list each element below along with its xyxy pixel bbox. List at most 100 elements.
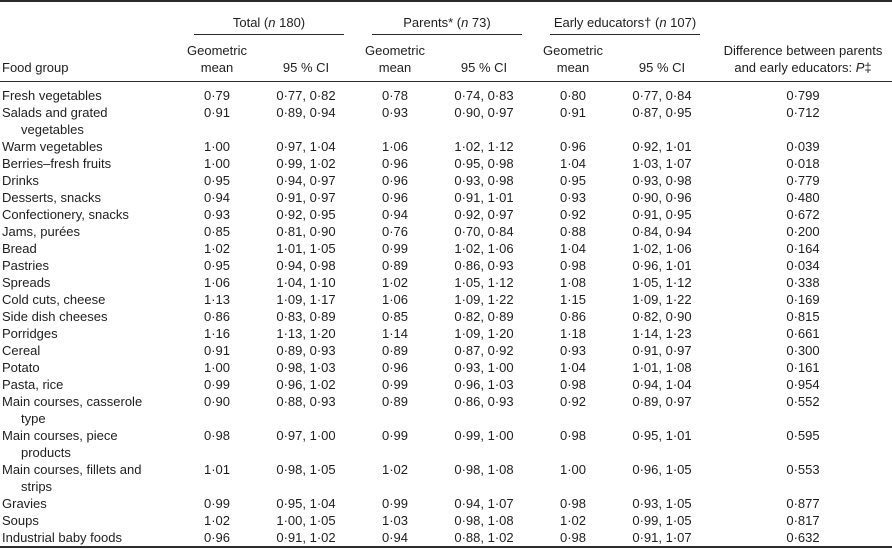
food-group-cell: Fresh vegetables [2, 87, 102, 103]
total-geometric-mean-cell: 0·95 [203, 172, 231, 188]
parents-geometric-mean-cell: 0·99 [381, 427, 409, 443]
parents-geometric-mean-cell: 0·89 [381, 393, 409, 409]
educators-geometric-mean-column-header: Geometric mean [536, 35, 610, 82]
empty-header-cell [0, 1, 180, 35]
educators-geometric-mean-cell: 0·98 [559, 427, 587, 443]
p-value-cell: 0·200 [786, 223, 820, 239]
food-group-cell: Porridges [2, 325, 58, 341]
total-geometric-mean-cell: 1·00 [203, 138, 231, 154]
total-ci-column-header: 95 % CI [254, 35, 358, 82]
parents-geometric-mean-cell: 0·89 [381, 257, 409, 273]
educators-geometric-mean-cell: 0·96 [559, 138, 587, 154]
educators-ci-cell: 0·87, 0·95 [632, 104, 692, 120]
educators-ci-cell: 1·05, 1·12 [632, 274, 692, 290]
parents-ci-cell: 0·88, 1·02 [454, 529, 514, 545]
parents-ci-cell: 0·87, 0·92 [454, 342, 514, 358]
total-ci-cell: 1·01, 1·05 [276, 240, 336, 256]
parents-geometric-mean-cell: 1·06 [381, 291, 409, 307]
food-group-cell: Industrial baby foods [2, 529, 122, 545]
total-geometric-mean-cell: 1·13 [203, 291, 231, 307]
parents-ci-cell: 0·95, 0·98 [454, 155, 514, 171]
p-value-cell: 0·632 [786, 529, 820, 545]
total-ci-cell: 0·94, 0·97 [276, 172, 336, 188]
educators-ci-cell: 1·09, 1·22 [632, 291, 692, 307]
column-header-row: Food group Geometric mean 95 % CI Geomet… [0, 35, 892, 82]
p-value-cell: 0·338 [786, 274, 820, 290]
total-ci-cell: 0·92, 0·95 [276, 206, 336, 222]
parents-ci-cell: 0·93, 0·98 [454, 172, 514, 188]
educators-ci-cell: 0·93, 1·05 [632, 495, 692, 511]
table-row: Drinks 0·95 0·94, 0·97 0·96 0·93, 0·98 0·95 0·… [0, 172, 892, 189]
educators-geometric-mean-cell: 0·95 [559, 172, 587, 188]
column-group-total-label: Total (n 180) [232, 15, 306, 30]
educators-geometric-mean-cell: 0·98 [559, 257, 587, 273]
parents-ci-cell: 1·02, 1·06 [454, 240, 514, 256]
table-row: Pasta, rice 0·99 0·96, 1·02 0·99 0·96, 1·03 0… [0, 376, 892, 393]
total-ci-cell: 1·13, 1·20 [276, 325, 336, 341]
educators-geometric-mean-cell: 1·00 [559, 461, 587, 477]
table-row: Main courses, piece products 0·98 0·97, 1·… [0, 427, 892, 461]
parents-ci-cell: 0·94, 1·07 [454, 495, 514, 511]
total-geometric-mean-cell: 0·96 [203, 529, 231, 545]
total-geometric-mean-cell: 1·06 [203, 274, 231, 290]
total-geometric-mean-cell: 1·16 [203, 325, 231, 341]
parents-ci-cell: 0·70, 0·84 [454, 223, 514, 239]
food-group-cell: Main courses, fillets and strips [2, 461, 142, 494]
table-row: Berries–fresh fruits 1·00 0·99, 1·02 0·96 0·… [0, 155, 892, 172]
food-group-cell: Berries–fresh fruits [2, 155, 112, 171]
food-group-cell: Jams, purées [2, 223, 81, 239]
table-row: Pastries 0·95 0·94, 0·98 0·89 0·86, 0·93 0·98… [0, 257, 892, 274]
total-geometric-mean-cell: 0·94 [203, 189, 231, 205]
parents-geometric-mean-cell: 0·96 [381, 189, 409, 205]
parents-geometric-mean-cell: 0·99 [381, 376, 409, 392]
food-group-cell: Warm vegetables [2, 138, 103, 154]
parents-ci-cell: 1·09, 1·22 [454, 291, 514, 307]
p-value-cell: 0·712 [786, 104, 820, 120]
total-geometric-mean-column-header: Geometric mean [180, 35, 254, 82]
educators-ci-cell: 0·94, 1·04 [632, 376, 692, 392]
total-geometric-mean-cell: 1·02 [203, 240, 231, 256]
food-group-cell: Pasta, rice [2, 376, 64, 392]
parents-ci-cell: 0·96, 1·03 [454, 376, 514, 392]
p-value-cell: 0·300 [786, 342, 820, 358]
column-group-early-educators: Early educators† (n 107) [536, 1, 714, 35]
column-group-total: Total (n 180) [180, 1, 358, 35]
table-row: Potato 1·00 0·98, 1·03 0·96 0·93, 1·00 1·04 1·… [0, 359, 892, 376]
parents-geometric-mean-cell: 0·85 [381, 308, 409, 324]
parents-ci-cell: 0·82, 0·89 [454, 308, 514, 324]
column-group-underline [372, 34, 522, 35]
total-geometric-mean-cell: 0·98 [203, 427, 231, 443]
p-value-cell: 0·799 [786, 87, 820, 103]
educators-ci-cell: 0·93, 0·98 [632, 172, 692, 188]
total-geometric-mean-cell: 1·00 [203, 359, 231, 375]
parents-geometric-mean-cell: 0·96 [381, 155, 409, 171]
parents-geometric-mean-cell: 0·96 [381, 172, 409, 188]
educators-ci-cell: 0·92, 1·01 [632, 138, 692, 154]
parents-ci-cell: 1·05, 1·12 [454, 274, 514, 290]
parents-ci-column-header: 95 % CI [432, 35, 536, 82]
educators-geometric-mean-cell: 1·04 [559, 359, 587, 375]
difference-p-column-header: Difference between parents and early edu… [714, 35, 892, 82]
educators-geometric-mean-cell: 0·86 [559, 308, 587, 324]
educators-ci-cell: 0·96, 1·05 [632, 461, 692, 477]
parents-ci-cell: 0·98, 1·08 [454, 461, 514, 477]
educators-ci-cell: 0·91, 0·95 [632, 206, 692, 222]
table-row: Fresh vegetables 0·79 0·77, 0·82 0·78 0·74, … [0, 81, 892, 104]
parents-geometric-mean-cell: 0·76 [381, 223, 409, 239]
p-value-cell: 0·164 [786, 240, 820, 256]
educators-ci-cell: 0·91, 1·07 [632, 529, 692, 545]
empty-header-cell [714, 1, 892, 35]
educators-geometric-mean-cell: 0·98 [559, 529, 587, 545]
total-ci-cell: 1·09, 1·17 [276, 291, 336, 307]
parents-ci-cell: 0·86, 0·93 [454, 393, 514, 409]
total-geometric-mean-cell: 1·02 [203, 512, 231, 528]
table-row: Jams, purées 0·85 0·81, 0·90 0·76 0·70, 0·84… [0, 223, 892, 240]
total-ci-cell: 0·98, 1·05 [276, 461, 336, 477]
table-row: Main courses, casserole type 0·90 0·88, 0·… [0, 393, 892, 427]
educators-ci-cell: 0·96, 1·01 [632, 257, 692, 273]
parents-ci-cell: 1·02, 1·12 [454, 138, 514, 154]
parents-geometric-mean-cell: 1·14 [381, 325, 409, 341]
parents-geometric-mean-cell: 0·94 [381, 206, 409, 222]
food-group-cell: Confectionery, snacks [2, 206, 129, 222]
p-value-cell: 0·039 [786, 138, 820, 154]
